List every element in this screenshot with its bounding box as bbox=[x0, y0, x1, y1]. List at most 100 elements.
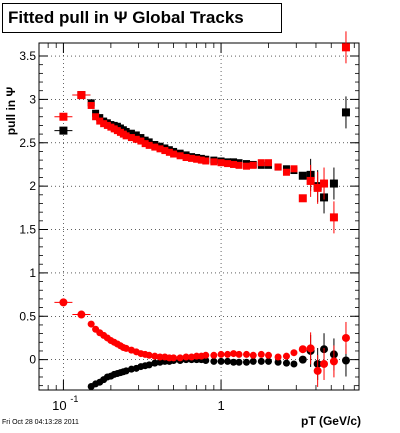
data-point-circle bbox=[145, 351, 153, 359]
x-axis-title: pT (GeV/c) bbox=[301, 414, 361, 428]
data-point-circle bbox=[341, 333, 350, 342]
data-point-square bbox=[87, 101, 95, 109]
y-axis-title: pull in Ψ bbox=[4, 87, 18, 136]
data-point-square bbox=[242, 162, 250, 170]
y-tick-label: 2 bbox=[29, 179, 36, 193]
data-point-square bbox=[137, 137, 145, 145]
data-point-square bbox=[132, 135, 140, 143]
data-point-square bbox=[161, 147, 169, 155]
data-point-square bbox=[313, 183, 322, 192]
data-point-circle bbox=[59, 298, 68, 307]
data-point-circle bbox=[313, 366, 322, 375]
data-point-circle bbox=[122, 344, 130, 352]
data-point-circle bbox=[230, 358, 238, 366]
x-tick-exponent: -1 bbox=[70, 394, 78, 404]
data-point-square bbox=[165, 148, 173, 156]
data-point-square bbox=[92, 113, 100, 121]
data-point-circle bbox=[257, 357, 265, 365]
data-point-square bbox=[127, 129, 135, 137]
data-point-square bbox=[235, 161, 243, 169]
data-point-circle bbox=[202, 351, 210, 359]
data-point-circle bbox=[151, 352, 159, 360]
data-point-square bbox=[59, 112, 68, 121]
data-point-square bbox=[290, 165, 298, 173]
data-point-circle bbox=[265, 357, 273, 365]
data-point-circle bbox=[298, 345, 307, 354]
data-point-circle bbox=[122, 367, 130, 375]
data-point-circle bbox=[145, 361, 153, 369]
footer-date: Fri Oct 28 04:13:28 2011 bbox=[2, 419, 79, 426]
data-point-circle bbox=[282, 352, 290, 360]
data-point-circle bbox=[217, 357, 225, 365]
data-point-circle bbox=[274, 353, 282, 361]
data-point-circle bbox=[182, 353, 190, 361]
y-tick-label: 0.5 bbox=[19, 309, 36, 323]
data-point-circle bbox=[224, 350, 232, 358]
data-point-circle bbox=[235, 358, 243, 366]
data-point-circle bbox=[202, 357, 210, 365]
data-point-circle bbox=[77, 310, 86, 319]
data-point-square bbox=[298, 171, 307, 180]
data-point-square bbox=[224, 160, 232, 168]
data-point-square bbox=[282, 168, 290, 176]
data-point-circle bbox=[230, 350, 238, 358]
data-point-circle bbox=[217, 350, 225, 358]
data-point-circle bbox=[170, 354, 178, 362]
data-point-circle bbox=[176, 354, 184, 362]
data-point-circle bbox=[210, 351, 218, 359]
data-point-square bbox=[306, 176, 315, 185]
data-point-square bbox=[341, 43, 350, 52]
data-point-square bbox=[59, 126, 68, 135]
data-point-circle bbox=[329, 357, 338, 366]
data-point-square bbox=[96, 117, 104, 125]
data-point-square bbox=[170, 150, 178, 158]
data-point-square bbox=[122, 132, 130, 140]
data-point-square bbox=[298, 194, 307, 203]
data-point-circle bbox=[282, 359, 290, 367]
data-point-circle bbox=[249, 351, 257, 359]
data-point-circle bbox=[156, 353, 164, 361]
data-point-circle bbox=[224, 357, 232, 365]
data-point-square bbox=[132, 131, 140, 139]
data-point-circle bbox=[87, 320, 95, 328]
data-point-square bbox=[100, 120, 108, 128]
y-tick-label: 0 bbox=[29, 353, 36, 367]
data-point-square bbox=[329, 213, 338, 222]
y-tick-label: 3 bbox=[29, 92, 36, 106]
data-point-circle bbox=[298, 355, 307, 364]
y-tick-label: 2.5 bbox=[19, 136, 36, 150]
data-point-square bbox=[197, 156, 205, 164]
data-point-circle bbox=[151, 359, 159, 367]
data-point-circle bbox=[320, 359, 329, 368]
data-point-square bbox=[249, 161, 257, 169]
y-tick-label: 3.5 bbox=[19, 49, 36, 63]
data-point-circle bbox=[210, 357, 218, 365]
data-point-square bbox=[193, 155, 201, 163]
data-markers bbox=[54, 31, 350, 391]
data-point-square bbox=[145, 141, 153, 149]
x-tick-label: 1 bbox=[217, 398, 224, 413]
tick-labels: 0 0.5 1 1.5 2 2.5 3 3.5 10 -1 1 bbox=[19, 49, 224, 413]
data-point-square bbox=[103, 121, 111, 129]
data-point-square bbox=[156, 145, 164, 153]
data-point-circle bbox=[290, 349, 298, 357]
data-point-square bbox=[210, 158, 218, 166]
y-tick-label: 1 bbox=[29, 266, 36, 280]
data-point-circle bbox=[265, 351, 273, 359]
data-point-square bbox=[141, 140, 149, 148]
x-tick-label: 10 bbox=[52, 398, 66, 413]
y-tick-label: 1.5 bbox=[19, 223, 36, 237]
data-point-square bbox=[257, 159, 265, 167]
data-point-square bbox=[265, 159, 273, 167]
chart-title: Fitted pull in Ψ Global Tracks bbox=[2, 3, 282, 33]
data-point-circle bbox=[274, 358, 282, 366]
data-point-square bbox=[341, 108, 350, 117]
data-point-square bbox=[230, 160, 238, 168]
data-point-circle bbox=[306, 344, 315, 353]
data-point-square bbox=[202, 157, 210, 165]
data-point-square bbox=[182, 154, 190, 162]
plot-frame bbox=[38, 42, 360, 391]
data-point-circle bbox=[235, 350, 243, 358]
data-point-circle bbox=[257, 350, 265, 358]
